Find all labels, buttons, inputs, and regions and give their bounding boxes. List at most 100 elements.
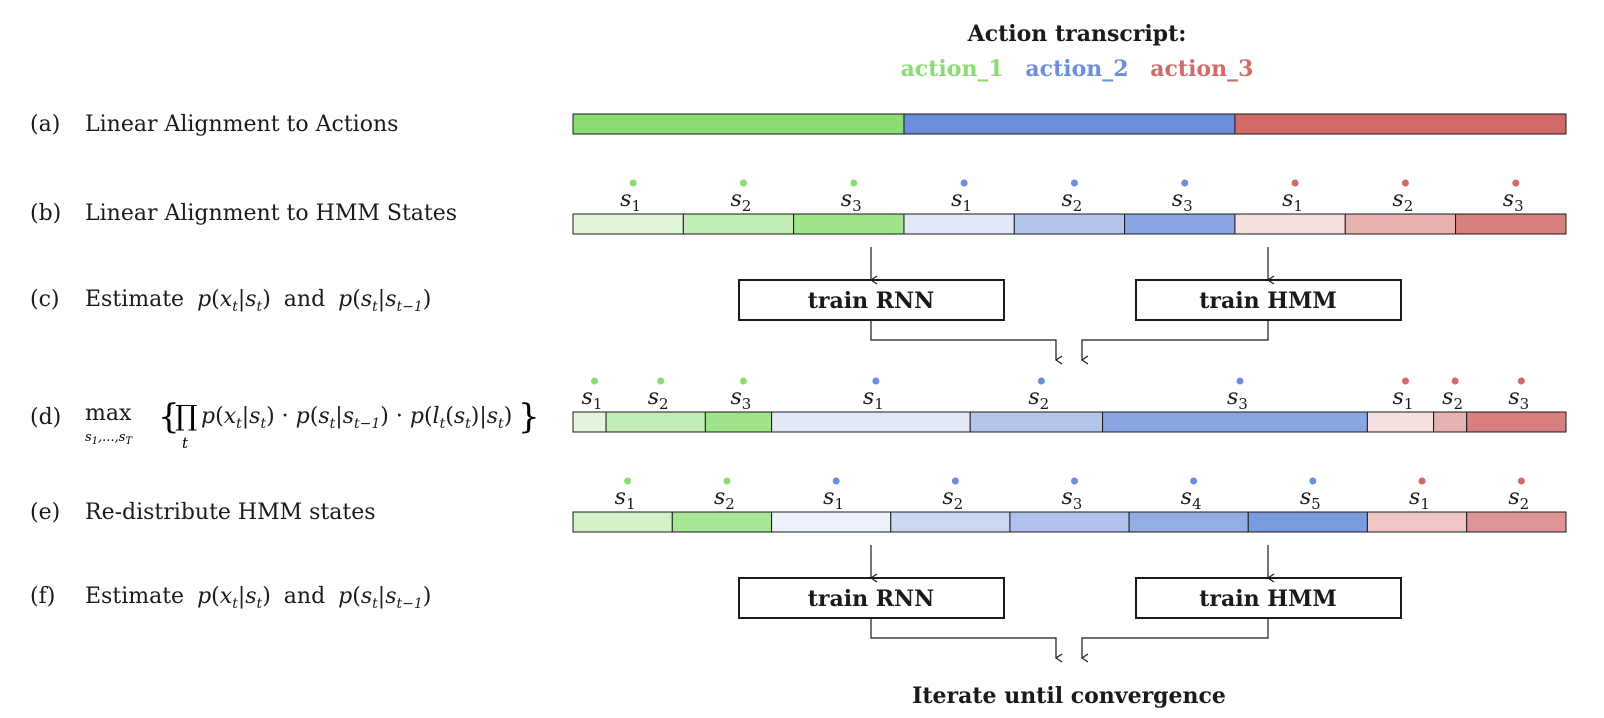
train-hmm-box-f: train HMM [1135,577,1402,619]
step-text: Re-distribute HMM states [85,500,376,525]
segment [605,411,706,433]
step-key: (c) [30,287,60,312]
state-label: s3 [1227,385,1248,413]
segment [771,411,971,433]
bar-hmm-states-aligned: s1 s2 s3 s1 s2 s3 s1 s2 s3 [572,377,1567,433]
segment [572,213,684,235]
state-label: s2 [1061,187,1082,215]
open-brace: { [158,397,180,437]
arrow-rnn-to-loop [870,618,1056,658]
svg-text:train RNN: train RNN [808,288,935,314]
state-label: s2 [1028,385,1049,413]
segment [771,511,892,533]
state-label: s2 [1442,385,1463,413]
segment [1234,213,1346,235]
segment [1344,213,1457,235]
action-dot [739,377,747,385]
state-label: s1 [951,187,972,215]
segment [1455,213,1567,235]
action-dot [1070,179,1078,187]
segment [572,511,673,533]
step-text: Linear Alignment to Actions [85,112,398,137]
action-dot [951,477,959,485]
action-dot [1291,179,1299,187]
action-dot [657,377,665,385]
state-label: s3 [1503,187,1524,215]
segment [1247,511,1368,533]
segment [572,411,607,433]
state-label: s3 [1508,385,1529,413]
segment [1102,411,1368,433]
segment [1013,213,1126,235]
segment [890,511,1011,533]
segment [969,411,1104,433]
footer-iterate: Iterate until convergence [912,683,1226,709]
segment [1009,511,1130,533]
state-label: s1 [620,187,641,215]
action-dot [960,179,968,187]
segment [682,213,795,235]
action-dot [624,477,632,485]
action-dot [1037,377,1045,385]
state-label: s1 [582,385,603,413]
action-dot [1512,179,1520,187]
transcript-title: Action transcript: [967,21,1187,47]
action-dot [1402,377,1410,385]
action-legend-3: action_3 [1150,56,1253,82]
action-dot [1190,477,1198,485]
segment [1366,511,1468,533]
svg-text:t: t [182,434,189,452]
step-key: (f) [30,584,55,609]
state-label: s2 [648,385,669,413]
segment [1366,411,1435,433]
action-dot [872,377,880,385]
state-label: s2 [1392,187,1413,215]
state-label: s1 [823,485,844,513]
action-dot [591,377,599,385]
action-legend-1: action_1 [901,56,1004,82]
segment [903,213,1015,235]
svg-text:train HMM: train HMM [1199,288,1337,314]
step-key: (d) [30,405,61,430]
action-dot [1181,179,1189,187]
svg-text:train RNN: train RNN [808,586,935,612]
state-label: s3 [1172,187,1193,215]
step-max: max [85,401,132,426]
step-formula: Estimate p(xt|st) and p(st|st−1) [85,584,431,612]
state-label: s2 [1508,485,1529,513]
state-label: s2 [942,485,963,513]
segment [671,511,773,533]
segment [793,213,905,235]
action-dot [1451,377,1459,385]
action-dot [850,179,858,187]
action-dot [832,477,840,485]
step-d: (d) max s1,...,sT { ∏ t p(xt|st) · p(st|… [30,397,540,452]
product-sign: ∏ [175,399,197,432]
action-dot [1517,477,1525,485]
step-key: (e) [30,500,60,525]
step-max-sub: s1,...,sT [85,430,133,447]
step-formula: Estimate p(xt|st) and p(st|st−1) [85,287,431,315]
state-label: s3 [730,385,751,413]
step-a: (a) Linear Alignment to Actions [30,112,398,137]
action-dot [1236,377,1244,385]
state-label: s3 [1062,485,1083,513]
action-dot [1517,377,1525,385]
segment [572,113,905,135]
segment [704,411,773,433]
state-label: s5 [1300,485,1321,513]
segment [903,113,1236,135]
action-legend-2: action_2 [1025,56,1128,82]
step-f: (f) Estimate p(xt|st) and p(st|st−1) [30,584,431,612]
segment [1433,411,1468,433]
action-dot [1309,477,1317,485]
arrow-hmm-to-d [1082,320,1269,360]
step-formula: p(xt|st) · p(st|st−1) · p(lt(st)|st) [201,404,512,432]
bar-actions [572,113,1567,135]
close-brace: } [518,397,540,437]
arrow-rnn-to-d [870,320,1056,360]
segment [1466,411,1567,433]
segment [1234,113,1567,135]
train-rnn-box-f: train RNN [738,577,1005,619]
